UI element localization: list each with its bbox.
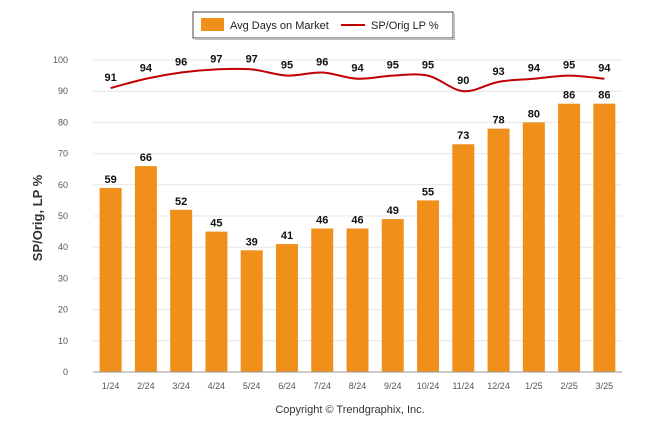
legend-label-bars: Avg Days on Market [230, 20, 329, 32]
bar [275, 244, 298, 372]
x-tick-label: 11/24 [452, 381, 474, 391]
x-tick-label: 3/24 [172, 381, 190, 391]
bar-value-label: 80 [528, 108, 540, 120]
y-tick-label: 10 [58, 336, 68, 346]
bar [558, 103, 581, 373]
x-tick-label: 1/25 [525, 381, 543, 391]
x-tick-label: 6/24 [278, 381, 296, 391]
bar [593, 103, 616, 373]
bar [381, 219, 404, 372]
line-data-labels: 91 94 96 97 97 95 96 94 95 95 90 93 94 95 94 [105, 53, 612, 87]
x-tick-label: 2/24 [137, 381, 155, 391]
bar-value-label: 45 [210, 218, 222, 230]
x-tick-label: 8/24 [349, 381, 367, 391]
x-tick-label: 10/24 [417, 381, 440, 391]
x-tick-label: 9/24 [384, 381, 402, 391]
copyright-text: Copyright © Trendgraphix, Inc. [275, 404, 424, 416]
y-tick-label: 50 [58, 211, 68, 221]
bar-data-labels: 59 66 52 45 39 41 46 46 49 55 73 78 80 86 86 [105, 90, 611, 249]
x-tick-label: 4/24 [208, 381, 226, 391]
bar [346, 228, 369, 372]
bar-value-label: 55 [422, 186, 434, 198]
line-value-label: 94 [528, 63, 541, 75]
bar [205, 231, 228, 372]
bar [99, 187, 122, 372]
line-value-label: 97 [246, 53, 258, 65]
y-tick-label: 80 [58, 117, 68, 127]
bar-value-label: 59 [105, 174, 117, 186]
y-tick-label: 20 [58, 305, 68, 315]
line-value-label: 91 [105, 72, 117, 84]
line-value-label: 95 [281, 60, 293, 72]
bar-value-label: 86 [563, 90, 575, 102]
x-tick-label: 2/25 [560, 381, 578, 391]
line-value-label: 96 [175, 56, 187, 68]
y-tick-label: 60 [58, 180, 68, 190]
x-tick-label: 7/24 [313, 381, 331, 391]
x-tick-label: 5/24 [243, 381, 261, 391]
bar [240, 250, 263, 372]
bar-value-label: 73 [457, 130, 469, 142]
bar-series [99, 103, 616, 373]
bar-value-label: 39 [246, 236, 258, 248]
y-tick-label: 0 [63, 367, 68, 377]
bar [417, 200, 440, 372]
line-value-label: 95 [563, 60, 575, 72]
line-series [110, 67, 605, 93]
line-value-label: 90 [457, 75, 469, 87]
line-value-label: 97 [210, 53, 222, 65]
legend: Avg Days on Market SP/Orig LP % [192, 11, 455, 40]
y-tick-label: 90 [58, 86, 68, 96]
x-tick-label: 3/25 [596, 381, 614, 391]
bar [170, 209, 193, 372]
bar [134, 166, 157, 372]
bar-value-label: 52 [175, 196, 187, 208]
y-axis-title: SP/Orig, LP % [30, 174, 45, 261]
x-tick-label: 12/24 [487, 381, 510, 391]
legend-label-line: SP/Orig LP % [371, 20, 439, 32]
bar-value-label: 41 [281, 230, 293, 242]
line-value-label: 95 [422, 60, 434, 72]
bar-value-label: 78 [492, 115, 504, 127]
x-axis-ticks: 1/24 2/24 3/24 4/24 5/24 6/24 7/24 8/24 9/24 10/2… [102, 381, 613, 391]
line-value-label: 95 [387, 60, 399, 72]
y-tick-label: 70 [58, 149, 68, 159]
bar-value-label: 46 [316, 214, 328, 226]
y-tick-label: 30 [58, 273, 68, 283]
bar [522, 122, 545, 373]
y-tick-label: 40 [58, 242, 68, 252]
x-tick-label: 1/24 [102, 381, 120, 391]
bar [311, 228, 334, 372]
y-tick-label: 100 [53, 55, 68, 65]
bar-value-label: 66 [140, 152, 152, 164]
bar-value-label: 49 [387, 205, 399, 217]
line-value-label: 93 [492, 66, 504, 78]
bar [452, 144, 475, 372]
line-path [110, 67, 605, 93]
line-value-label: 96 [316, 56, 328, 68]
bar-value-label: 86 [598, 90, 610, 102]
line-value-label: 94 [140, 63, 153, 75]
line-value-label: 94 [598, 63, 611, 75]
bar-value-label: 46 [351, 214, 363, 226]
legend-swatch-bars [201, 18, 224, 31]
line-value-label: 94 [351, 63, 364, 75]
y-axis-ticks: 0 10 20 30 40 50 60 70 80 90 100 [53, 55, 68, 377]
bar [487, 128, 510, 372]
